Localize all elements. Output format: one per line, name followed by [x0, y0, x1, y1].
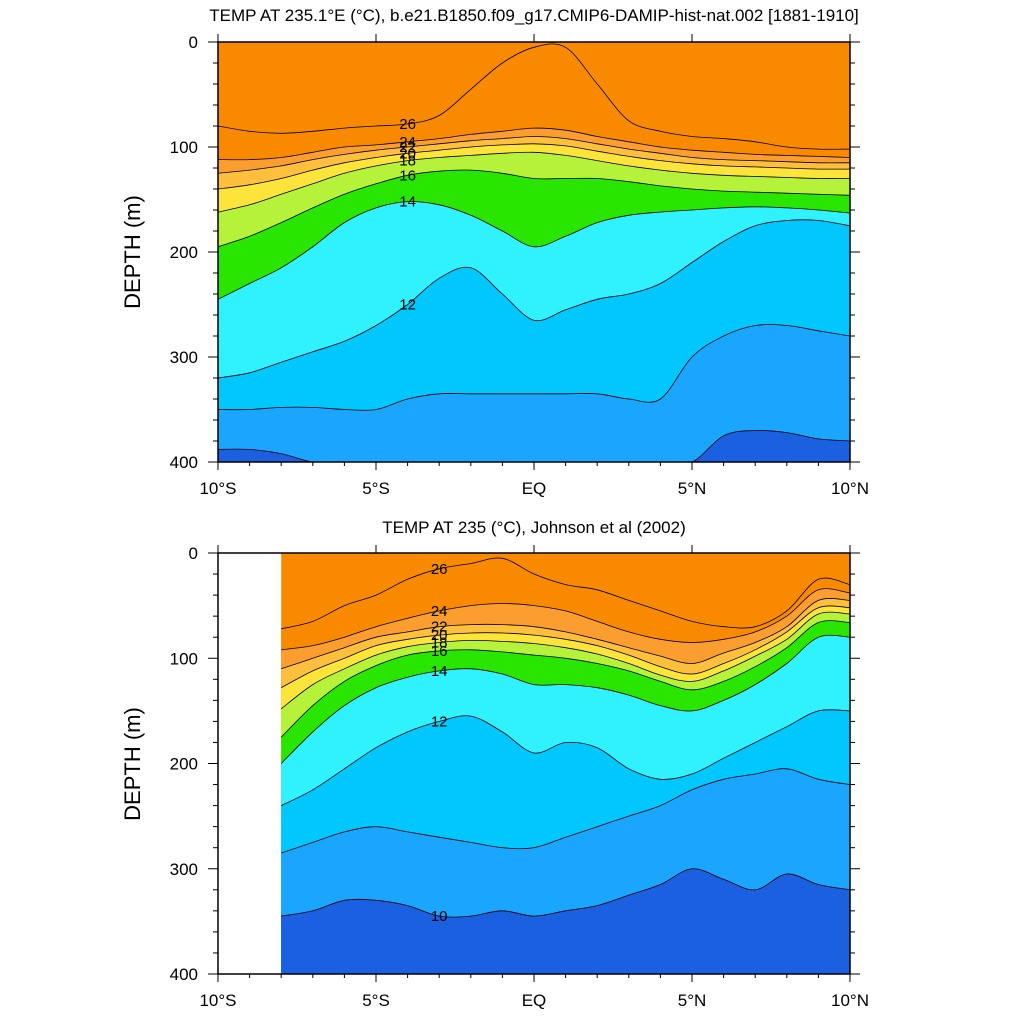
fill-deep	[281, 868, 850, 974]
y-tick-label-1: 100	[170, 138, 198, 157]
bottom-panel-title: TEMP AT 235 (°C), Johnson et al (2002)	[382, 518, 686, 537]
y-tick-label-3: 300	[170, 348, 198, 367]
fill-band-11	[218, 324, 850, 462]
bottom-panel: TEMP AT 235 (°C), Johnson et al (2002) D…	[120, 518, 869, 1010]
y-tick-label-4: 400	[170, 965, 198, 984]
contour-label-16: 16	[431, 643, 448, 660]
contour-label-10: 10	[431, 908, 448, 925]
top-panel: TEMP AT 235.1°E (°C), b.e21.B1850.f09_g1…	[120, 6, 869, 498]
top-panel-y-ticks: 0 100 200 300 400	[170, 33, 860, 472]
contour-label-12: 12	[431, 713, 448, 730]
contour-label-20: 20	[431, 627, 448, 644]
contour-label-26: 26	[399, 116, 416, 133]
contour-label-18: 18	[399, 153, 416, 170]
bottom-panel-fills	[281, 553, 850, 974]
isotherm-20	[281, 605, 850, 689]
x-tick-label-4: 10°N	[831, 991, 869, 1010]
x-tick-label-1: 5°S	[362, 991, 390, 1010]
y-tick-label-4: 400	[170, 453, 198, 472]
isotherm-26	[281, 557, 850, 630]
bottom-panel-x-ticks: 10°S 5°S EQ 5°N 10°N	[199, 545, 869, 1010]
isotherm-10	[281, 868, 850, 918]
x-tick-label-1: 5°S	[362, 479, 390, 498]
isotherm-16	[280, 620, 850, 738]
contour-label-24: 24	[399, 134, 416, 151]
isotherm-24	[218, 127, 850, 161]
contour-label-14: 14	[431, 663, 448, 680]
contour-label-22: 22	[431, 619, 448, 636]
isotherm-22	[281, 598, 850, 670]
x-tick-label-0: 10°S	[199, 991, 236, 1010]
contour-label-12: 12	[399, 297, 416, 314]
contour-label-14: 14	[399, 194, 416, 211]
top-panel-x-ticks: 10°S 5°S EQ 5°N 10°N	[199, 34, 869, 498]
y-tick-label-0: 0	[189, 544, 198, 563]
contour-label-26: 26	[431, 561, 448, 578]
y-tick-label-0: 0	[189, 33, 198, 52]
isotherm-12	[218, 219, 850, 379]
isotherm-11	[281, 768, 850, 854]
contour-label-22: 22	[399, 139, 416, 156]
x-tick-label-2: EQ	[522, 479, 547, 498]
y-tick-label-2: 200	[170, 755, 198, 774]
isotherm-22	[218, 136, 850, 174]
isotherm-18	[280, 611, 850, 710]
contour-label-18: 18	[431, 634, 448, 651]
isotherm-20	[218, 143, 850, 190]
top-panel-title: TEMP AT 235.1°E (°C), b.e21.B1850.f09_g1…	[209, 6, 859, 25]
isotherm-10	[218, 429, 850, 462]
x-tick-label-3: 5°N	[678, 991, 707, 1010]
isotherm-12	[281, 709, 850, 806]
x-tick-label-4: 10°N	[831, 479, 869, 498]
isotherm-16	[218, 169, 850, 248]
top-panel-fills	[218, 42, 850, 462]
bottom-panel-y-ticks: 0 100 200 300 400	[170, 544, 860, 984]
contour-label-24: 24	[431, 603, 448, 620]
isotherm-14	[218, 201, 850, 300]
isotherm-18	[218, 151, 850, 213]
isotherm-26	[218, 43, 850, 150]
contour-label-16: 16	[399, 167, 416, 184]
y-tick-label-1: 100	[170, 649, 198, 668]
isotherm-24	[281, 588, 850, 651]
contour-label-20: 20	[399, 145, 416, 162]
bottom-panel-ylabel: DEPTH (m)	[120, 707, 145, 821]
fill-deep	[218, 430, 850, 462]
y-tick-label-3: 300	[170, 860, 198, 879]
x-tick-label-2: EQ	[522, 991, 547, 1010]
top-panel-isotherms	[218, 43, 850, 462]
y-tick-label-2: 200	[170, 243, 198, 262]
x-tick-label-0: 10°S	[199, 479, 236, 498]
isotherm-11	[218, 324, 850, 411]
top-panel-ylabel: DEPTH (m)	[120, 195, 145, 309]
isotherm-14	[280, 634, 850, 764]
x-tick-label-3: 5°N	[678, 479, 707, 498]
bottom-panel-isotherms	[280, 557, 850, 918]
